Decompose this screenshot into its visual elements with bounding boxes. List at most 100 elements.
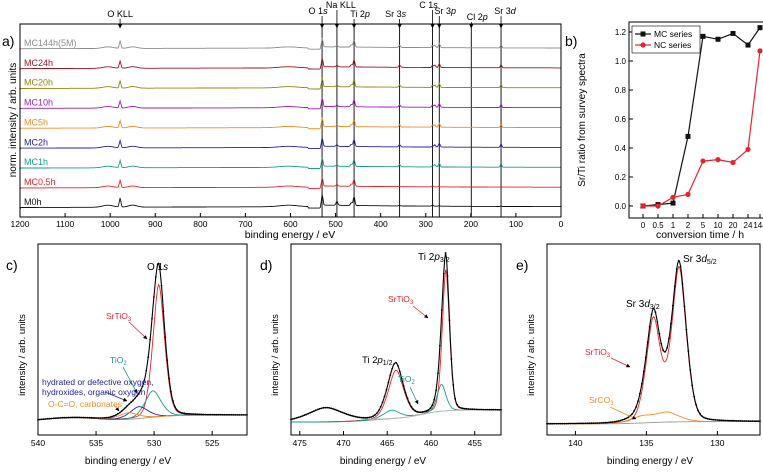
ti-p12-title: Ti 2p1/2	[362, 355, 393, 367]
panel-a-frame	[19, 23, 562, 218]
measured-point	[437, 372, 439, 374]
survey-spectrum	[19, 194, 561, 210]
measured-point	[293, 417, 296, 420]
measured-point	[652, 307, 655, 310]
measured-point	[427, 409, 430, 411]
measured-point	[666, 347, 668, 349]
measured-point	[206, 413, 209, 416]
measured-point	[423, 410, 426, 413]
measured-point	[77, 416, 79, 419]
measured-point	[683, 305, 686, 308]
measured-point	[486, 408, 489, 411]
measured-point	[337, 410, 340, 412]
measured-point	[469, 408, 472, 410]
measured-point	[582, 422, 585, 425]
x-tick-label: 900	[148, 219, 162, 229]
measured-point	[681, 282, 684, 285]
measured-point	[137, 392, 140, 395]
d-srtio3-arrow	[412, 305, 429, 319]
measured-point	[410, 405, 413, 408]
measured-point	[635, 406, 637, 408]
data-point	[670, 194, 676, 200]
measured-point	[181, 412, 184, 414]
measured-point	[418, 411, 420, 413]
measured-point	[575, 422, 577, 425]
legend-nc-label: NC series	[654, 40, 691, 50]
measured-point	[381, 401, 384, 404]
measured-point	[334, 408, 336, 411]
measured-point	[387, 381, 390, 384]
data-point	[730, 30, 736, 36]
measured-point	[745, 420, 748, 422]
panel-a-x-ticks: 1200 1100 1000 900 800 700 600 500 400 300 200 100 0	[11, 213, 564, 229]
measured-point	[395, 361, 397, 364]
measured-point	[122, 408, 125, 411]
measured-point	[442, 272, 445, 275]
measured-point	[548, 422, 550, 425]
measured-point	[679, 265, 682, 268]
measured-point	[198, 413, 201, 416]
e-srtio3-sub: 3	[607, 353, 611, 359]
measured-point	[170, 390, 172, 393]
measured-point	[229, 413, 231, 416]
c-hydrated-line1: hydrated or defective oxygen,	[42, 377, 154, 387]
measured-point	[743, 420, 746, 422]
measured-point	[730, 419, 732, 422]
y-tick-label: 1.2	[615, 28, 627, 37]
measured-point	[551, 422, 554, 425]
c-hydrated-line2: hydroxides, organic oxygen	[42, 387, 146, 397]
measured-point	[164, 336, 167, 339]
series-line	[643, 50, 761, 207]
measured-point	[733, 419, 736, 422]
measured-point	[356, 416, 359, 418]
panel-d-x-ticks: 475 470 465 460 455	[293, 431, 482, 448]
measured-point	[588, 422, 591, 425]
panel-c: c) intensity / arb. units binding energy…	[6, 243, 248, 467]
series-label: MC10h	[24, 98, 53, 108]
measured-point	[475, 408, 478, 411]
measured-point	[305, 413, 308, 416]
measured-point	[602, 421, 605, 424]
measured-point	[397, 364, 399, 367]
measured-point	[132, 399, 134, 402]
peak-label: C 1s	[419, 0, 438, 10]
c-carbonate-arrow	[113, 404, 120, 412]
panel-d-plot	[290, 252, 502, 423]
measured-point	[116, 413, 119, 415]
measured-point	[637, 400, 639, 403]
sr-d32-main: Sr 3	[626, 299, 645, 310]
measured-point	[376, 412, 378, 414]
measured-point	[59, 417, 62, 419]
o1s-title-orbital: s	[163, 262, 168, 273]
measured-point	[749, 420, 752, 422]
x-tick-label: 465	[380, 438, 394, 448]
measured-point	[111, 415, 113, 418]
measured-point	[160, 284, 163, 287]
y-tick-label: 0.6	[615, 115, 627, 124]
measured-point	[581, 422, 583, 425]
measured-point	[481, 408, 483, 411]
measured-point	[124, 406, 127, 409]
measured-point	[633, 410, 635, 412]
measured-point	[473, 408, 476, 411]
x-tick-label: 10	[714, 221, 723, 230]
x-tick-label: 5	[701, 221, 706, 230]
measured-point	[383, 395, 386, 398]
measured-point	[561, 422, 564, 425]
measured-point	[238, 414, 241, 416]
peak-label-main: Sr 3	[385, 9, 402, 19]
measured-point	[584, 422, 587, 425]
panel-a: a) norm. intensity / arb. units binding …	[2, 0, 564, 241]
measured-point	[699, 412, 701, 415]
series-label: MC1h	[24, 157, 48, 167]
measured-point	[492, 408, 495, 411]
measured-point	[345, 413, 348, 415]
data-point	[700, 33, 706, 39]
measured-point	[101, 417, 104, 419]
measured-point	[75, 416, 77, 419]
measured-point	[166, 359, 169, 361]
series-label: MC5h	[24, 117, 48, 127]
measured-point	[225, 413, 228, 416]
measured-point	[362, 416, 365, 419]
